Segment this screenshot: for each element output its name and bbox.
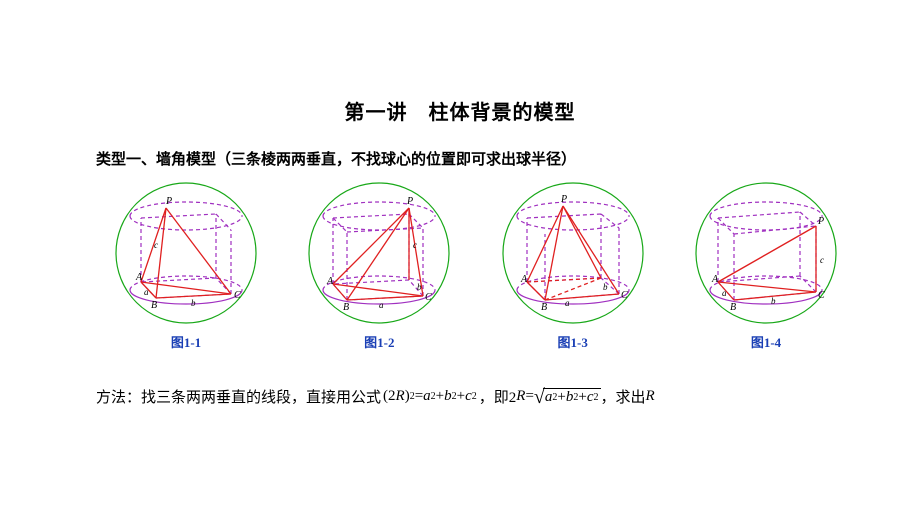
svg-text:C: C xyxy=(234,290,241,301)
figure-caption: 图1-2 xyxy=(364,332,394,351)
svg-text:A: A xyxy=(520,274,528,285)
svg-text:C: C xyxy=(818,290,825,301)
svg-text:A: A xyxy=(326,276,334,287)
figure-caption: 图1-3 xyxy=(557,332,587,351)
method-mid: ，即2 xyxy=(479,386,517,407)
page: 第一讲 柱体背景的模型 类型一、墙角模型（三条棱两两垂直，不找球心的位置即可求出… xyxy=(0,0,920,518)
svg-text:P: P xyxy=(560,194,567,205)
svg-text:B: B xyxy=(541,302,547,313)
svg-text:b: b xyxy=(417,282,422,292)
figure-1-3: P A B C a b 图1-3 xyxy=(483,178,663,351)
section-heading: 类型一、墙角模型（三条棱两两垂直，不找球心的位置即可求出球半径） xyxy=(96,148,576,169)
diagram-1-3: P A B C a b xyxy=(483,178,663,328)
diagram-1-4: P A B C a b c xyxy=(676,178,856,328)
svg-text:P: P xyxy=(817,216,824,227)
diagram-1-2: P A B C a b c xyxy=(289,178,469,328)
svg-text:C: C xyxy=(425,292,432,303)
figures-row: P A B C a b c 图1-1 xyxy=(96,178,856,351)
svg-text:A: A xyxy=(135,272,143,283)
formula-sqrt: √ a2 + b2 + c2 xyxy=(534,387,601,407)
svg-text:b: b xyxy=(191,298,196,308)
figure-caption: 图1-1 xyxy=(171,332,201,351)
variable-R: R xyxy=(646,388,655,405)
svg-text:a: a xyxy=(722,288,727,298)
svg-text:a: a xyxy=(144,287,149,297)
svg-text:a: a xyxy=(379,300,384,310)
svg-text:c: c xyxy=(154,240,158,250)
svg-text:c: c xyxy=(820,255,824,265)
page-title: 第一讲 柱体背景的模型 xyxy=(0,96,920,125)
svg-text:B: B xyxy=(151,300,157,311)
figure-caption: 图1-4 xyxy=(751,332,781,351)
svg-text:P: P xyxy=(165,196,172,207)
formula-1: (2R)2 = a2 + b2 + c2 xyxy=(383,388,477,405)
diagram-1-1: P A B C a b c xyxy=(96,178,276,328)
svg-text:b: b xyxy=(771,296,776,306)
figure-1-1: P A B C a b c 图1-1 xyxy=(96,178,276,351)
svg-text:a: a xyxy=(565,298,570,308)
svg-text:B: B xyxy=(730,302,736,313)
svg-text:C: C xyxy=(621,290,628,301)
figure-1-4: P A B C a b c 图1-4 xyxy=(676,178,856,351)
svg-text:P: P xyxy=(406,196,413,207)
svg-text:b: b xyxy=(603,282,608,292)
figure-1-2: P A B C a b c 图1-2 xyxy=(289,178,469,351)
svg-text:A: A xyxy=(711,274,719,285)
method-prefix: 方法：找三条两两垂直的线段，直接用公式 xyxy=(96,386,381,407)
method-line: 方法：找三条两两垂直的线段，直接用公式 (2R)2 = a2 + b2 + c2… xyxy=(96,386,876,407)
method-suffix: ，求出 xyxy=(601,386,646,407)
svg-text:B: B xyxy=(343,302,349,313)
svg-text:c: c xyxy=(413,240,417,250)
